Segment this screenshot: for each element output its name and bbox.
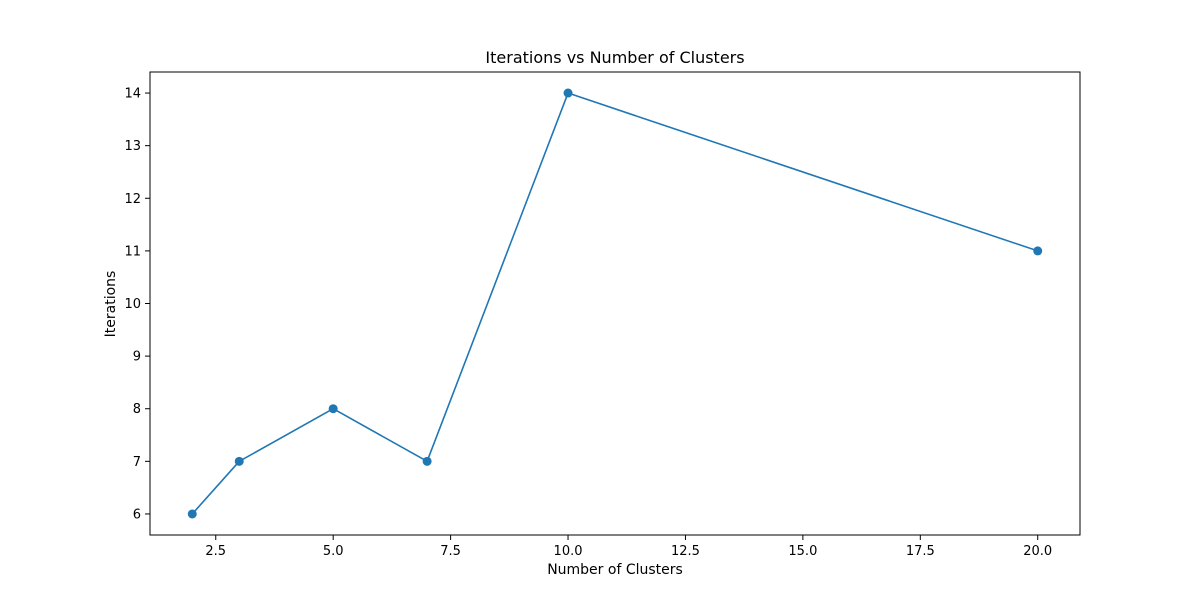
plot-area: 2.5 5.0 7.5 10.0 12.5 15.0 17.5 20.0 6 7 8 9 10 11 12 1… [124,71,1081,559]
x-tick-label: 12.5 [671,544,700,559]
y-tick-label: 10 [124,297,141,312]
x-axis-label: Number of Clusters [547,562,683,578]
x-tick-label: 10.0 [554,544,583,559]
x-tick-label: 7.5 [440,544,461,559]
y-tick-label: 6 [133,507,141,522]
series-line [191,92,1038,515]
data-point [1033,246,1043,256]
x-tick-label: 2.5 [205,544,226,559]
y-tick-label: 13 [124,139,141,154]
data-point [328,404,338,414]
y-tick-label: 8 [133,402,141,417]
y-tick-label: 9 [133,350,141,365]
x-tick-label: 20.0 [1023,544,1052,559]
y-tick-label: 11 [124,244,141,259]
data-point [422,456,432,466]
chart-title: Iterations vs Number of Clusters [485,48,744,67]
x-tick-label: 15.0 [788,544,817,559]
data-point [234,456,244,466]
y-tick-label: 7 [133,455,141,470]
data-point [563,88,573,98]
x-tick-label: 5.0 [323,544,344,559]
data-point [187,509,197,519]
y-axis-label: Iterations [103,271,119,338]
x-tick-label: 17.5 [906,544,935,559]
y-tick-label: 14 [124,87,141,102]
y-tick-label: 12 [124,192,141,207]
